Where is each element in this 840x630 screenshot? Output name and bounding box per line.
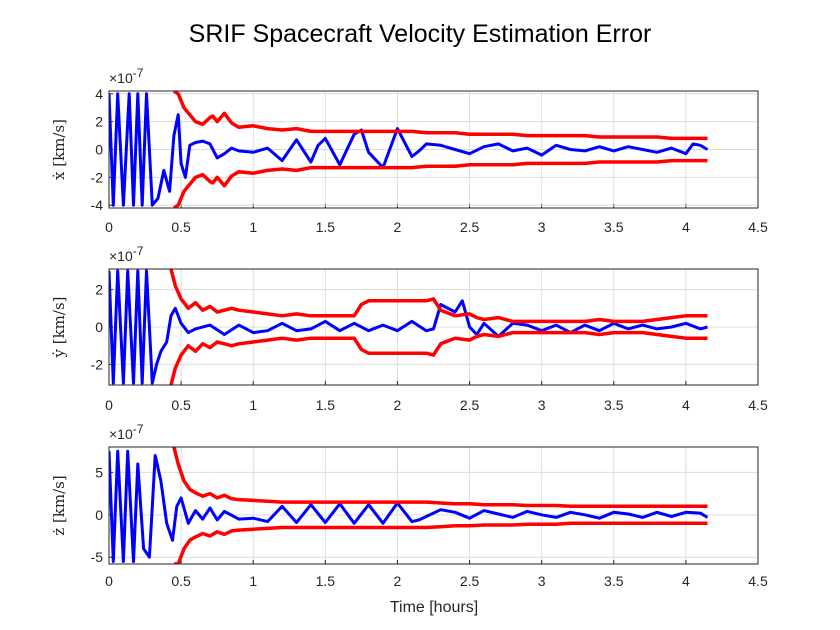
y-tick-label: 0 xyxy=(95,507,103,523)
series-group xyxy=(109,269,708,385)
exponent-power: -7 xyxy=(133,66,144,80)
y-tick-label: 0 xyxy=(95,319,103,335)
x-axis-label: Time [hours] xyxy=(390,599,478,616)
y-tick-label: -2 xyxy=(91,169,104,185)
x-tick-label: 4.5 xyxy=(748,397,768,413)
subplot-2: 0 0.5 1 1.5 2 2.5 3 3.5 4 4.5 -2 0 2 ×10-7 ẏ [km/s] xyxy=(50,244,768,413)
x-tick-label: 2 xyxy=(394,219,402,235)
y-tick-label: -4 xyxy=(91,197,104,213)
x-tick-label: 3 xyxy=(538,219,546,235)
x-tick-label: 2 xyxy=(394,573,402,589)
x-tick-label: 1 xyxy=(249,397,257,413)
exponent-base: ×10 xyxy=(109,248,133,264)
x-tick-label: 4 xyxy=(682,573,690,589)
x-tick-label: 4 xyxy=(682,397,690,413)
y-axis-label: ż [km/s] xyxy=(50,475,68,535)
subplot-1: 0 0.5 1 1.5 2 2.5 3 3.5 4 4.5 -4 -2 0 2 4 ×10-7 ẋ [km/s] xyxy=(50,66,768,235)
x-tick-label: 4 xyxy=(682,219,690,235)
exponent-base: ×10 xyxy=(109,426,133,442)
x-tick-label: 0.5 xyxy=(171,397,191,413)
x-tick-label: 3 xyxy=(538,573,546,589)
x-tick-label: 0.5 xyxy=(171,219,191,235)
y-tick-label: 4 xyxy=(95,86,103,102)
series-line-bound-upper xyxy=(172,91,708,141)
y-exponent-label: ×10-7 xyxy=(109,66,144,86)
y-axis-label: ẋ [km/s] xyxy=(50,119,68,180)
series-line-bound-lower xyxy=(172,158,708,208)
series-group xyxy=(109,91,709,208)
x-tick-label: 1 xyxy=(249,573,257,589)
x-tick-label: 0 xyxy=(105,397,113,413)
x-tick-label: 2.5 xyxy=(460,219,480,235)
x-tick-label: 1.5 xyxy=(316,219,336,235)
x-tick-label: 3.5 xyxy=(604,219,624,235)
x-tick-label: 0 xyxy=(105,219,113,235)
x-tick-label: 3.5 xyxy=(604,397,624,413)
y-tick-label: 2 xyxy=(95,114,103,130)
x-tick-label: 0 xyxy=(105,573,113,589)
x-tick-label: 1 xyxy=(249,219,257,235)
y-tick-label: -5 xyxy=(91,549,104,565)
y-exponent-label: ×10-7 xyxy=(109,422,144,442)
x-tick-label: 3.5 xyxy=(604,573,624,589)
axes-box xyxy=(108,268,759,386)
chart-title: SRIF Spacecraft Velocity Estimation Erro… xyxy=(189,20,652,48)
exponent-base: ×10 xyxy=(109,70,133,86)
x-tick-label: 1.5 xyxy=(316,397,336,413)
x-tick-label: 2.5 xyxy=(460,397,480,413)
series-line-bound-lower xyxy=(173,521,708,564)
x-tick-label: 4.5 xyxy=(748,219,768,235)
exponent-power: -7 xyxy=(133,422,144,436)
series-line-bound-upper xyxy=(169,269,708,324)
series-group xyxy=(109,447,709,564)
x-tick-label: 2.5 xyxy=(460,573,480,589)
y-tick-label: 2 xyxy=(95,282,103,298)
y-tick-label: -2 xyxy=(91,356,104,372)
x-tick-label: 2 xyxy=(394,397,402,413)
series-line-error xyxy=(109,449,709,563)
exponent-power: -7 xyxy=(133,244,144,258)
series-line-bound-lower xyxy=(169,330,708,385)
x-tick-label: 1.5 xyxy=(316,573,336,589)
y-exponent-label: ×10-7 xyxy=(109,244,144,264)
y-axis-label: ẏ [km/s] xyxy=(50,296,68,358)
y-tick-label: 0 xyxy=(95,142,103,158)
y-tick-label: 5 xyxy=(95,464,103,480)
subplot-3: 0 0.5 1 1.5 2 2.5 3 3.5 4 4.5-505×10-7ż [km/s] xyxy=(50,422,768,589)
series-line-error xyxy=(109,269,708,385)
x-tick-label: 0.5 xyxy=(171,573,191,589)
x-tick-label: 3 xyxy=(538,397,546,413)
series-line-bound-upper xyxy=(172,447,708,509)
axes-box xyxy=(108,90,759,209)
axes-box xyxy=(108,446,759,565)
x-tick-label: 4.5 xyxy=(748,573,768,589)
series-line-error xyxy=(109,92,709,207)
